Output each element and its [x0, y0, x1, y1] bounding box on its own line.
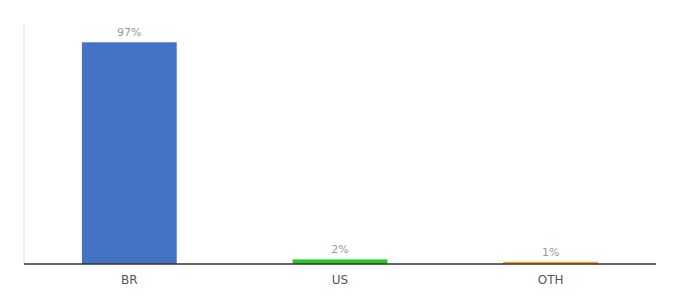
- x-axis-line: [24, 263, 656, 265]
- data-label: 97%: [117, 26, 141, 39]
- chart-svg: BR US OTH 97% 2% 1%: [0, 0, 680, 300]
- x-tick-label: US: [332, 273, 348, 287]
- data-label: 2%: [331, 243, 348, 256]
- chart-container: BR US OTH 97% 2% 1%: [0, 0, 680, 300]
- bar: [82, 42, 177, 264]
- x-tick-label: BR: [121, 273, 138, 287]
- bars: [82, 42, 598, 264]
- data-label: 1%: [542, 246, 559, 259]
- x-tick-label: OTH: [538, 273, 564, 287]
- y-axis-line: [24, 24, 25, 264]
- plot-area: BR US OTH 97% 2% 1%: [24, 24, 656, 287]
